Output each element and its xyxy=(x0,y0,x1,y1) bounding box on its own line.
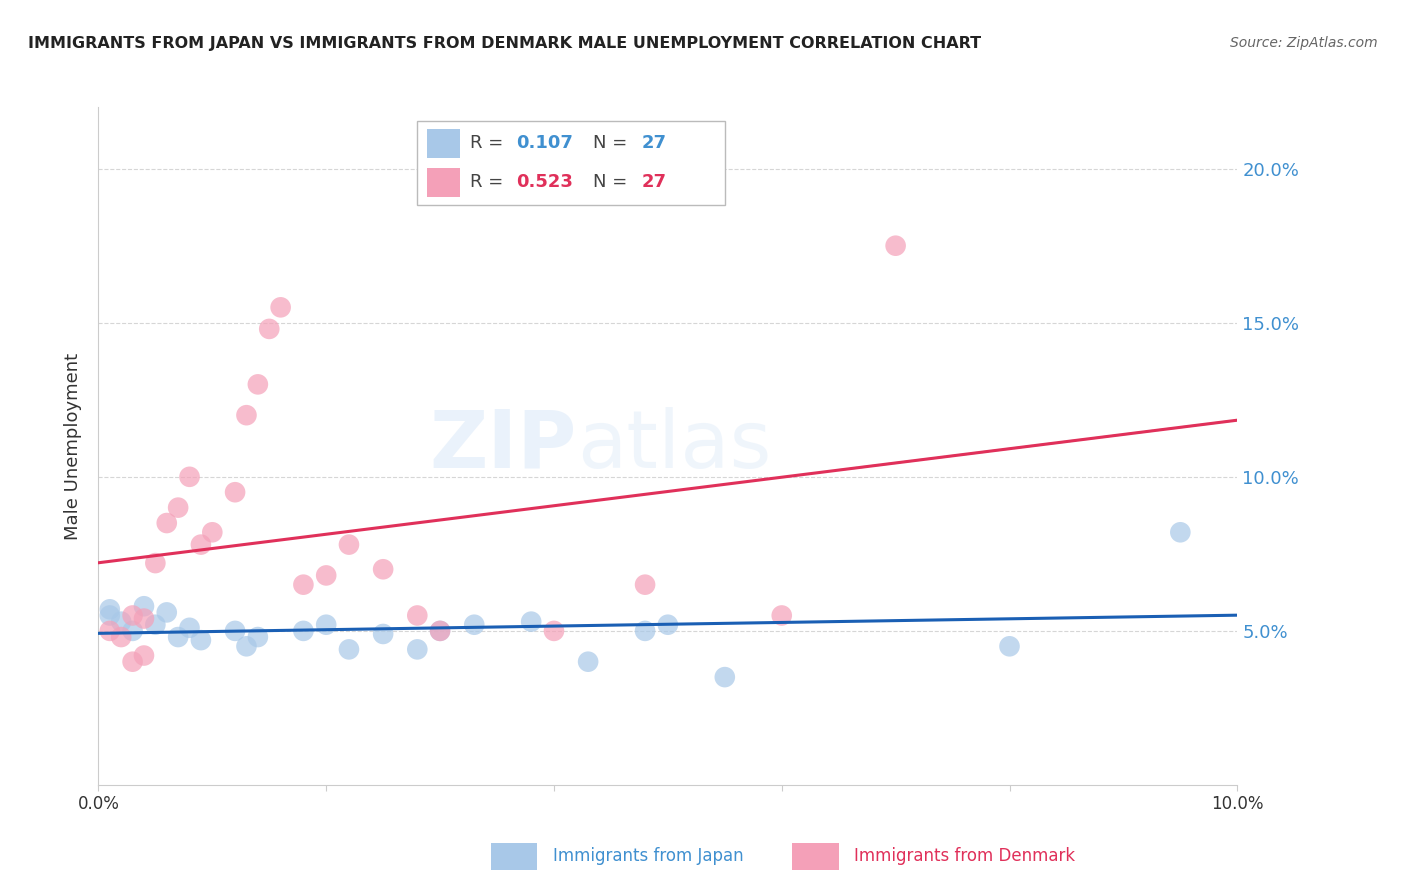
Point xyxy=(998,640,1021,654)
Point xyxy=(406,608,429,623)
Point xyxy=(429,624,451,638)
Text: atlas: atlas xyxy=(576,407,770,485)
Point xyxy=(201,525,224,540)
Point xyxy=(259,322,281,336)
Point xyxy=(1170,525,1192,540)
Point xyxy=(98,624,121,638)
Point xyxy=(121,608,143,623)
Point xyxy=(190,633,212,648)
Point xyxy=(167,500,190,515)
Point xyxy=(235,640,257,654)
Point xyxy=(121,655,143,669)
Point xyxy=(110,615,132,629)
Point xyxy=(179,470,201,484)
Point xyxy=(884,238,907,252)
Point xyxy=(657,617,679,632)
Text: Source: ZipAtlas.com: Source: ZipAtlas.com xyxy=(1230,36,1378,50)
Point xyxy=(634,577,657,591)
Point xyxy=(132,611,155,625)
Point xyxy=(406,642,429,657)
Point xyxy=(145,617,167,632)
Point xyxy=(543,624,565,638)
Point xyxy=(292,624,315,638)
Point xyxy=(98,602,121,616)
Point xyxy=(714,670,737,684)
Point xyxy=(132,599,155,614)
Point xyxy=(132,648,155,663)
FancyBboxPatch shape xyxy=(491,843,537,870)
Point xyxy=(337,538,360,552)
Point xyxy=(246,630,269,644)
Y-axis label: Male Unemployment: Male Unemployment xyxy=(65,352,83,540)
Point xyxy=(770,608,793,623)
Point xyxy=(156,606,179,620)
Point xyxy=(224,624,246,638)
Point xyxy=(156,516,179,530)
Point xyxy=(337,642,360,657)
Point xyxy=(224,485,246,500)
Point xyxy=(463,617,485,632)
Point xyxy=(167,630,190,644)
Point xyxy=(246,377,269,392)
Point xyxy=(373,562,395,576)
Text: ZIP: ZIP xyxy=(429,407,576,485)
Point xyxy=(235,408,257,422)
Point xyxy=(315,568,337,582)
Point xyxy=(145,556,167,570)
Point xyxy=(520,615,543,629)
Point xyxy=(121,624,143,638)
Point xyxy=(179,621,201,635)
Point xyxy=(315,617,337,632)
Point xyxy=(576,655,599,669)
Point xyxy=(634,624,657,638)
Point xyxy=(270,301,292,315)
Text: IMMIGRANTS FROM JAPAN VS IMMIGRANTS FROM DENMARK MALE UNEMPLOYMENT CORRELATION C: IMMIGRANTS FROM JAPAN VS IMMIGRANTS FROM… xyxy=(28,36,981,51)
Point xyxy=(292,577,315,591)
Point xyxy=(98,608,121,623)
Point xyxy=(373,627,395,641)
Point xyxy=(190,538,212,552)
Point xyxy=(110,630,132,644)
FancyBboxPatch shape xyxy=(793,843,838,870)
Text: Immigrants from Denmark: Immigrants from Denmark xyxy=(855,847,1076,865)
Text: Immigrants from Japan: Immigrants from Japan xyxy=(553,847,744,865)
Point xyxy=(429,624,451,638)
